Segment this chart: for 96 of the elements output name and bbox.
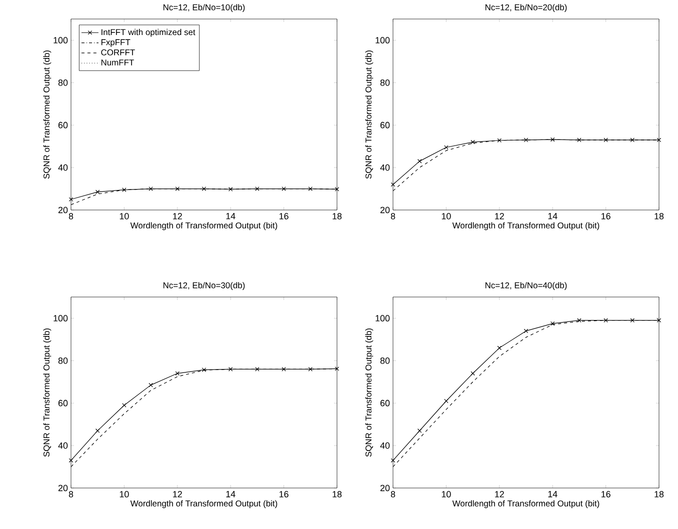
x-tick-label: 12 [495, 491, 504, 498]
x-tick-label: 10 [442, 213, 451, 220]
point [497, 138, 502, 143]
x-tick-label: 18 [332, 491, 342, 498]
y-axis-title: SQNR of Transformed Output (db) [365, 50, 374, 179]
point [444, 398, 448, 404]
x-tick-label: 8 [390, 213, 396, 220]
point [497, 346, 502, 350]
point [175, 371, 180, 376]
point [228, 187, 233, 192]
point [148, 186, 153, 191]
y-tick-label: 40 [380, 442, 390, 449]
y-tick-label: 100 [376, 315, 390, 322]
x-tick-label: 16 [280, 491, 288, 498]
x-tick-label: 8 [68, 213, 74, 220]
point [255, 367, 260, 372]
point [524, 328, 528, 334]
point [577, 138, 582, 142]
point [202, 368, 206, 372]
x-tick-label: 16 [602, 491, 610, 498]
chart-title: Nc=12, Eb/No=20(db) [486, 4, 567, 12]
x-tick-label: 16 [280, 213, 288, 220]
point [255, 186, 260, 191]
y-tick-label: 60 [380, 400, 390, 406]
x-tick-label: 12 [495, 213, 504, 220]
point [308, 186, 313, 191]
x-tick-label: 18 [332, 213, 342, 220]
point [524, 138, 528, 142]
y-tick-label: 20 [380, 484, 390, 492]
x-tick-label: 12 [173, 213, 182, 220]
point [630, 138, 635, 142]
x-axis-title: Wordlength of Transformed Output (bit) [452, 500, 600, 508]
y-tick-label: 80 [380, 79, 390, 86]
y-axis-title: SQNR of Transformed Output (db) [43, 50, 52, 179]
y-tick-label: 80 [58, 357, 68, 364]
point [444, 145, 448, 150]
point [417, 428, 422, 433]
point [282, 367, 286, 372]
point [202, 186, 206, 191]
point [604, 318, 608, 322]
x-tick-label: 18 [654, 213, 664, 220]
x-tick-label: 14 [548, 491, 558, 498]
x-tick-label: 12 [173, 491, 182, 498]
point [630, 318, 635, 322]
x-tick-label: 16 [602, 213, 610, 220]
chart-title: Nc=12, Eb/No=30(db) [164, 282, 245, 290]
x-tick-label: 10 [120, 491, 129, 498]
legend-label: IntFFT with optimized set [102, 28, 196, 37]
chart-title: Nc=12, Eb/No=10(db) [164, 4, 245, 12]
x-tick-label: 18 [654, 491, 664, 498]
point [282, 186, 286, 191]
point [577, 318, 582, 322]
y-tick-label: 20 [58, 206, 68, 214]
y-tick-label: 20 [380, 206, 390, 214]
point [228, 367, 233, 372]
y-tick-label: 60 [58, 400, 68, 406]
y-tick-label: 80 [380, 357, 390, 364]
y-tick-label: 40 [58, 164, 68, 171]
point [550, 321, 555, 326]
point [470, 140, 475, 144]
legend-label: FxpFFT [101, 39, 130, 47]
chart-title: Nc=12, Eb/No=40(db) [486, 282, 567, 290]
legend-label: NumFFT [101, 60, 134, 66]
x-axis-title: Wordlength of Transformed Output (bit) [130, 500, 278, 508]
legend-label: CORFFT [101, 49, 135, 56]
y-tick-label: 60 [380, 122, 390, 128]
x-tick-label: 14 [548, 213, 558, 220]
point [148, 382, 153, 388]
y-axis-title: SQNR of Transformed Output (db) [43, 328, 52, 457]
point [122, 403, 126, 408]
point [470, 371, 475, 376]
y-tick-label: 100 [376, 37, 390, 44]
point [550, 137, 555, 142]
y-tick-label: 100 [54, 37, 68, 44]
x-tick-label: 8 [390, 491, 396, 498]
point [417, 159, 422, 164]
x-axis-title: Wordlength of Transformed Output (bit) [130, 222, 278, 230]
y-tick-label: 20 [58, 484, 68, 492]
y-tick-label: 40 [380, 164, 390, 171]
x-axis-title: Wordlength of Transformed Output (bit) [452, 222, 600, 230]
point [95, 190, 100, 194]
x-tick-label: 14 [226, 491, 236, 498]
y-tick-label: 80 [58, 79, 68, 86]
point [122, 188, 126, 192]
x-tick-label: 14 [226, 213, 236, 220]
y-tick-label: 40 [58, 442, 68, 449]
x-tick-label: 10 [120, 213, 129, 220]
y-tick-label: 60 [58, 122, 68, 128]
point [175, 186, 180, 191]
point [95, 428, 100, 433]
x-tick-label: 10 [442, 491, 451, 498]
point [308, 367, 313, 372]
point [604, 138, 608, 142]
y-axis-title: SQNR of Transformed Output (db) [365, 328, 374, 457]
x-tick-label: 8 [68, 491, 74, 498]
y-tick-label: 100 [54, 315, 68, 322]
